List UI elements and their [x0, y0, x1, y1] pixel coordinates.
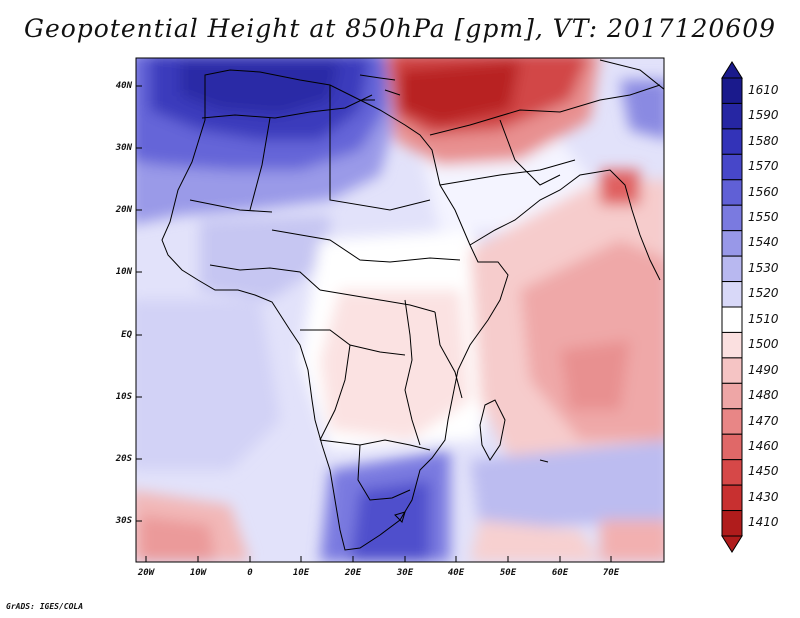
- height-field: [136, 58, 664, 562]
- colorbar-label-1550: 1550: [748, 209, 779, 224]
- colorbar-label-1530: 1530: [748, 260, 779, 275]
- colorbar-label-1430: 1430: [748, 489, 779, 504]
- lon-label-70e: 70E: [602, 568, 620, 578]
- lon-label-10e: 10E: [292, 568, 310, 578]
- axis-ticks: [136, 85, 612, 562]
- lat-label-10s: 10S: [115, 392, 132, 402]
- colorbar-box-1450: [721, 459, 743, 486]
- colorbar-box-1550: [721, 204, 743, 232]
- colorbar-label-1580: 1580: [748, 133, 779, 148]
- lat-label-30s: 30S: [115, 516, 132, 526]
- coastlines: [161, 59, 664, 551]
- lon-label-60e: 60E: [551, 568, 569, 578]
- colorbar-box-1460: [721, 433, 743, 461]
- colorbar-top-arrow: [721, 61, 743, 79]
- colorbar-label-1590: 1590: [748, 108, 779, 123]
- lon-label-40e: 40E: [447, 568, 465, 578]
- colorbar-label-1450: 1450: [748, 464, 779, 479]
- colorbar-label-1520: 1520: [748, 286, 779, 301]
- colorbar-box-1570: [721, 153, 743, 181]
- lon-label-30e: 30E: [396, 568, 414, 578]
- colorbar-label-1570: 1570: [748, 159, 779, 174]
- lat-label-30n: 30N: [115, 143, 132, 153]
- colorbar-box-1560: [721, 179, 743, 206]
- colorbar-box-1480: [721, 382, 743, 410]
- colorbar-box-1520: [721, 281, 743, 308]
- colorbar-box-1510: [721, 306, 743, 333]
- colorbar-label-1510: 1510: [748, 311, 779, 326]
- colorbar-box-1610: [721, 77, 743, 104]
- lon-label-20e: 20E: [344, 568, 362, 578]
- map-title: Geopotential Height at 850hPa [gpm], VT:…: [23, 14, 777, 43]
- colorbar: [721, 61, 743, 553]
- colorbar-box-1540: [721, 230, 743, 257]
- colorbar-box-1580: [721, 128, 743, 155]
- colorbar-box-1470: [721, 408, 743, 435]
- colorbar-label-1460: 1460: [748, 438, 779, 453]
- lat-label-eq: EQ: [121, 330, 132, 340]
- colorbar-label-1560: 1560: [748, 184, 779, 199]
- colorbar-label-1500: 1500: [748, 337, 779, 352]
- lat-label-20s: 20S: [115, 454, 132, 464]
- lat-label-20n: 20N: [115, 205, 132, 215]
- lon-label-10w: 10W: [189, 568, 207, 578]
- colorbar-box-1430: [721, 484, 743, 512]
- colorbar-box-1490: [721, 357, 743, 384]
- colorbar-box-1590: [721, 102, 743, 130]
- colorbar-label-1540: 1540: [748, 235, 779, 250]
- colorbar-label-1410: 1410: [748, 515, 779, 530]
- grads-credit: GrADS: IGES/COLA: [6, 602, 84, 611]
- colorbar-label-1470: 1470: [748, 413, 779, 428]
- colorbar-label-1610: 1610: [748, 82, 779, 97]
- colorbar-box-1530: [721, 255, 743, 283]
- colorbar-label-1480: 1480: [748, 388, 779, 403]
- colorbar-box-1410: [721, 510, 743, 537]
- lat-label-10n: 10N: [115, 267, 132, 277]
- colorbar-label-1490: 1490: [748, 362, 779, 377]
- colorbar-bottom-arrow: [721, 535, 743, 553]
- lon-label-50e: 50E: [499, 568, 517, 578]
- lat-label-40n: 40N: [115, 81, 132, 91]
- lon-label-0: 0: [247, 568, 253, 578]
- lon-label-20w: 20W: [137, 568, 155, 578]
- colorbar-box-1500: [721, 331, 743, 359]
